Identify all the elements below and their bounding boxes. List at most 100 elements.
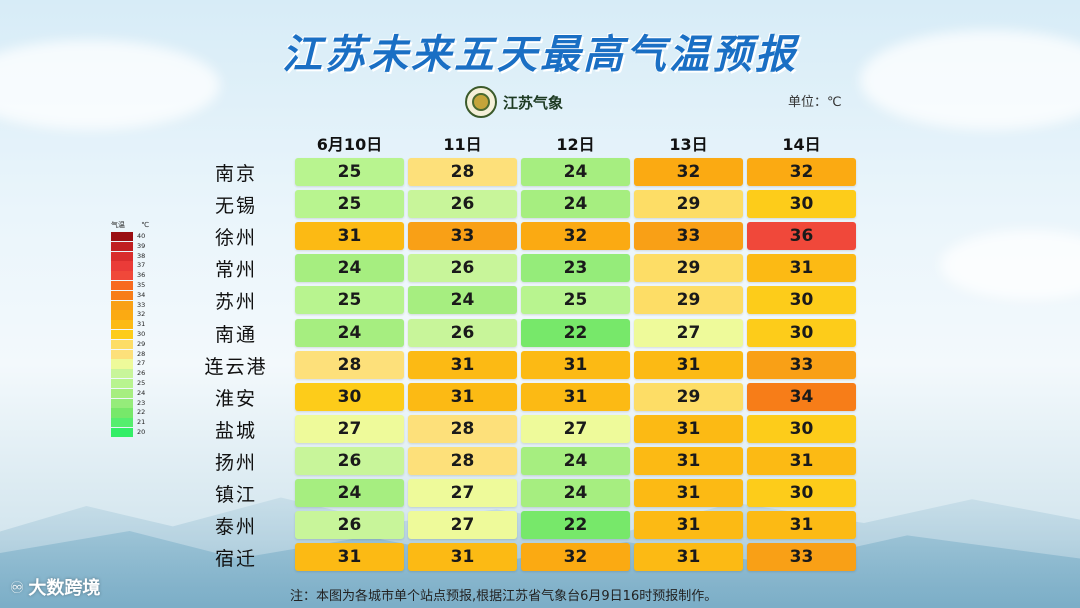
city-label: 徐州 — [214, 227, 257, 250]
legend-label: 30 — [137, 330, 146, 338]
watermark: ♾ 大数跨境 — [10, 574, 100, 600]
legend-label: 33 — [137, 300, 146, 309]
legend-label: 25 — [137, 379, 146, 387]
temperature-cell: 30 — [747, 414, 856, 443]
temperature-cell: 36 — [747, 222, 856, 251]
legend-label: 40 — [137, 232, 146, 240]
city-label: 连云港 — [204, 355, 268, 378]
legend-label: 24 — [137, 388, 146, 397]
column-header: 13日 — [669, 135, 708, 154]
temperature-cell: 33 — [747, 350, 856, 379]
temperature-cell: 26 — [295, 446, 404, 475]
legend-swatch — [111, 241, 133, 251]
legend-label: 26 — [137, 369, 146, 378]
temperature-cell: 24 — [521, 479, 630, 507]
temperature-cell: 25 — [295, 286, 404, 315]
temperature-cell: 27 — [408, 511, 517, 540]
watermark-icon: ♾ — [10, 577, 25, 597]
temperature-cell: 24 — [521, 158, 630, 186]
unit-label: 单位：℃ — [788, 95, 842, 110]
legend-swatch — [111, 388, 133, 398]
temperature-cell: 33 — [747, 543, 856, 572]
temperature-cell: 24 — [521, 190, 630, 219]
temperature-cell: 24 — [521, 446, 630, 475]
temperature-cell: 26 — [408, 254, 517, 283]
temperature-cell: 29 — [634, 254, 743, 283]
temperature-cell: 29 — [634, 190, 743, 219]
legend-swatch — [111, 359, 133, 369]
legend-label: 21 — [137, 418, 146, 427]
temperature-cell: 30 — [747, 286, 856, 315]
temperature-cell: 31 — [295, 543, 404, 572]
temperature-cell: 28 — [408, 446, 517, 475]
temperature-cell: 31 — [747, 446, 856, 475]
legend-label: 35 — [137, 281, 146, 289]
logo-text: 江苏气象 — [503, 93, 564, 112]
chart-title: 江苏未来五天最高气温预报 — [282, 32, 798, 78]
city-label: 常州 — [214, 259, 257, 282]
column-header: 11日 — [443, 135, 482, 154]
temperature-cell: 27 — [521, 414, 630, 443]
temperature-cell: 31 — [521, 350, 630, 379]
legend-swatch — [111, 320, 133, 330]
temperature-cell: 33 — [634, 222, 743, 251]
temperature-cell: 34 — [747, 382, 856, 411]
temperature-cell: 31 — [408, 350, 517, 379]
legend-label: 29 — [137, 339, 146, 348]
temperature-cell: 24 — [295, 318, 404, 347]
legend-swatch — [111, 339, 133, 349]
legend-swatch — [111, 251, 133, 261]
legend-title: 气温 — [111, 221, 125, 229]
temperature-cell: 22 — [521, 511, 630, 540]
legend-swatch — [111, 428, 133, 438]
temperature-cell: 31 — [408, 382, 517, 411]
city-label: 南京 — [214, 163, 257, 185]
temperature-cell: 32 — [521, 222, 630, 251]
temperature-cell: 31 — [747, 511, 856, 540]
legend-unit: ℃ — [141, 221, 150, 229]
column-header: 14日 — [782, 135, 821, 154]
city-label: 南通 — [214, 323, 257, 346]
temperature-cell: 31 — [634, 511, 743, 540]
legend-swatch — [111, 330, 133, 340]
temperature-cell: 30 — [747, 190, 856, 219]
legend-label: 20 — [137, 428, 146, 436]
legend-swatch — [111, 379, 133, 389]
legend-swatch — [111, 369, 133, 379]
temperature-cell: 24 — [408, 286, 517, 315]
background-cloud — [860, 30, 1080, 130]
city-label: 宿迁 — [214, 548, 257, 571]
temperature-cell: 24 — [295, 479, 404, 507]
temperature-cell: 30 — [747, 479, 856, 507]
temperature-cell: 31 — [295, 222, 404, 251]
watermark-text: 大数跨境 — [28, 578, 101, 599]
temperature-cell: 31 — [634, 479, 743, 507]
legend-swatch — [111, 418, 133, 428]
column-header: 6月10日 — [316, 135, 383, 154]
legend-swatch — [111, 349, 133, 359]
temperature-cell: 31 — [634, 414, 743, 443]
legend-label: 34 — [137, 290, 146, 299]
temperature-cell: 25 — [295, 190, 404, 219]
temperature-cell: 31 — [634, 446, 743, 475]
city-label: 泰州 — [214, 516, 257, 539]
jiangsu-weather-logo: 江苏气象 — [465, 86, 563, 118]
temperature-cell: 30 — [295, 382, 404, 411]
city-label: 无锡 — [214, 195, 257, 218]
legend-swatch — [111, 232, 133, 242]
temperature-cell: 31 — [408, 543, 517, 572]
temperature-cell: 26 — [408, 190, 517, 219]
city-label: 盐城 — [214, 419, 257, 442]
legend-swatch — [111, 261, 133, 271]
temperature-cell: 25 — [521, 286, 630, 315]
emblem-icon — [465, 86, 497, 118]
legend-label: 32 — [137, 310, 146, 319]
legend-swatch — [111, 281, 133, 291]
temperature-cell: 28 — [408, 158, 517, 186]
temperature-cell: 24 — [295, 254, 404, 283]
temperature-cell: 31 — [634, 350, 743, 379]
legend-swatch — [111, 290, 133, 300]
background-cloud — [940, 230, 1080, 300]
temperature-cell: 31 — [521, 382, 630, 411]
temperature-cell: 28 — [295, 350, 404, 379]
